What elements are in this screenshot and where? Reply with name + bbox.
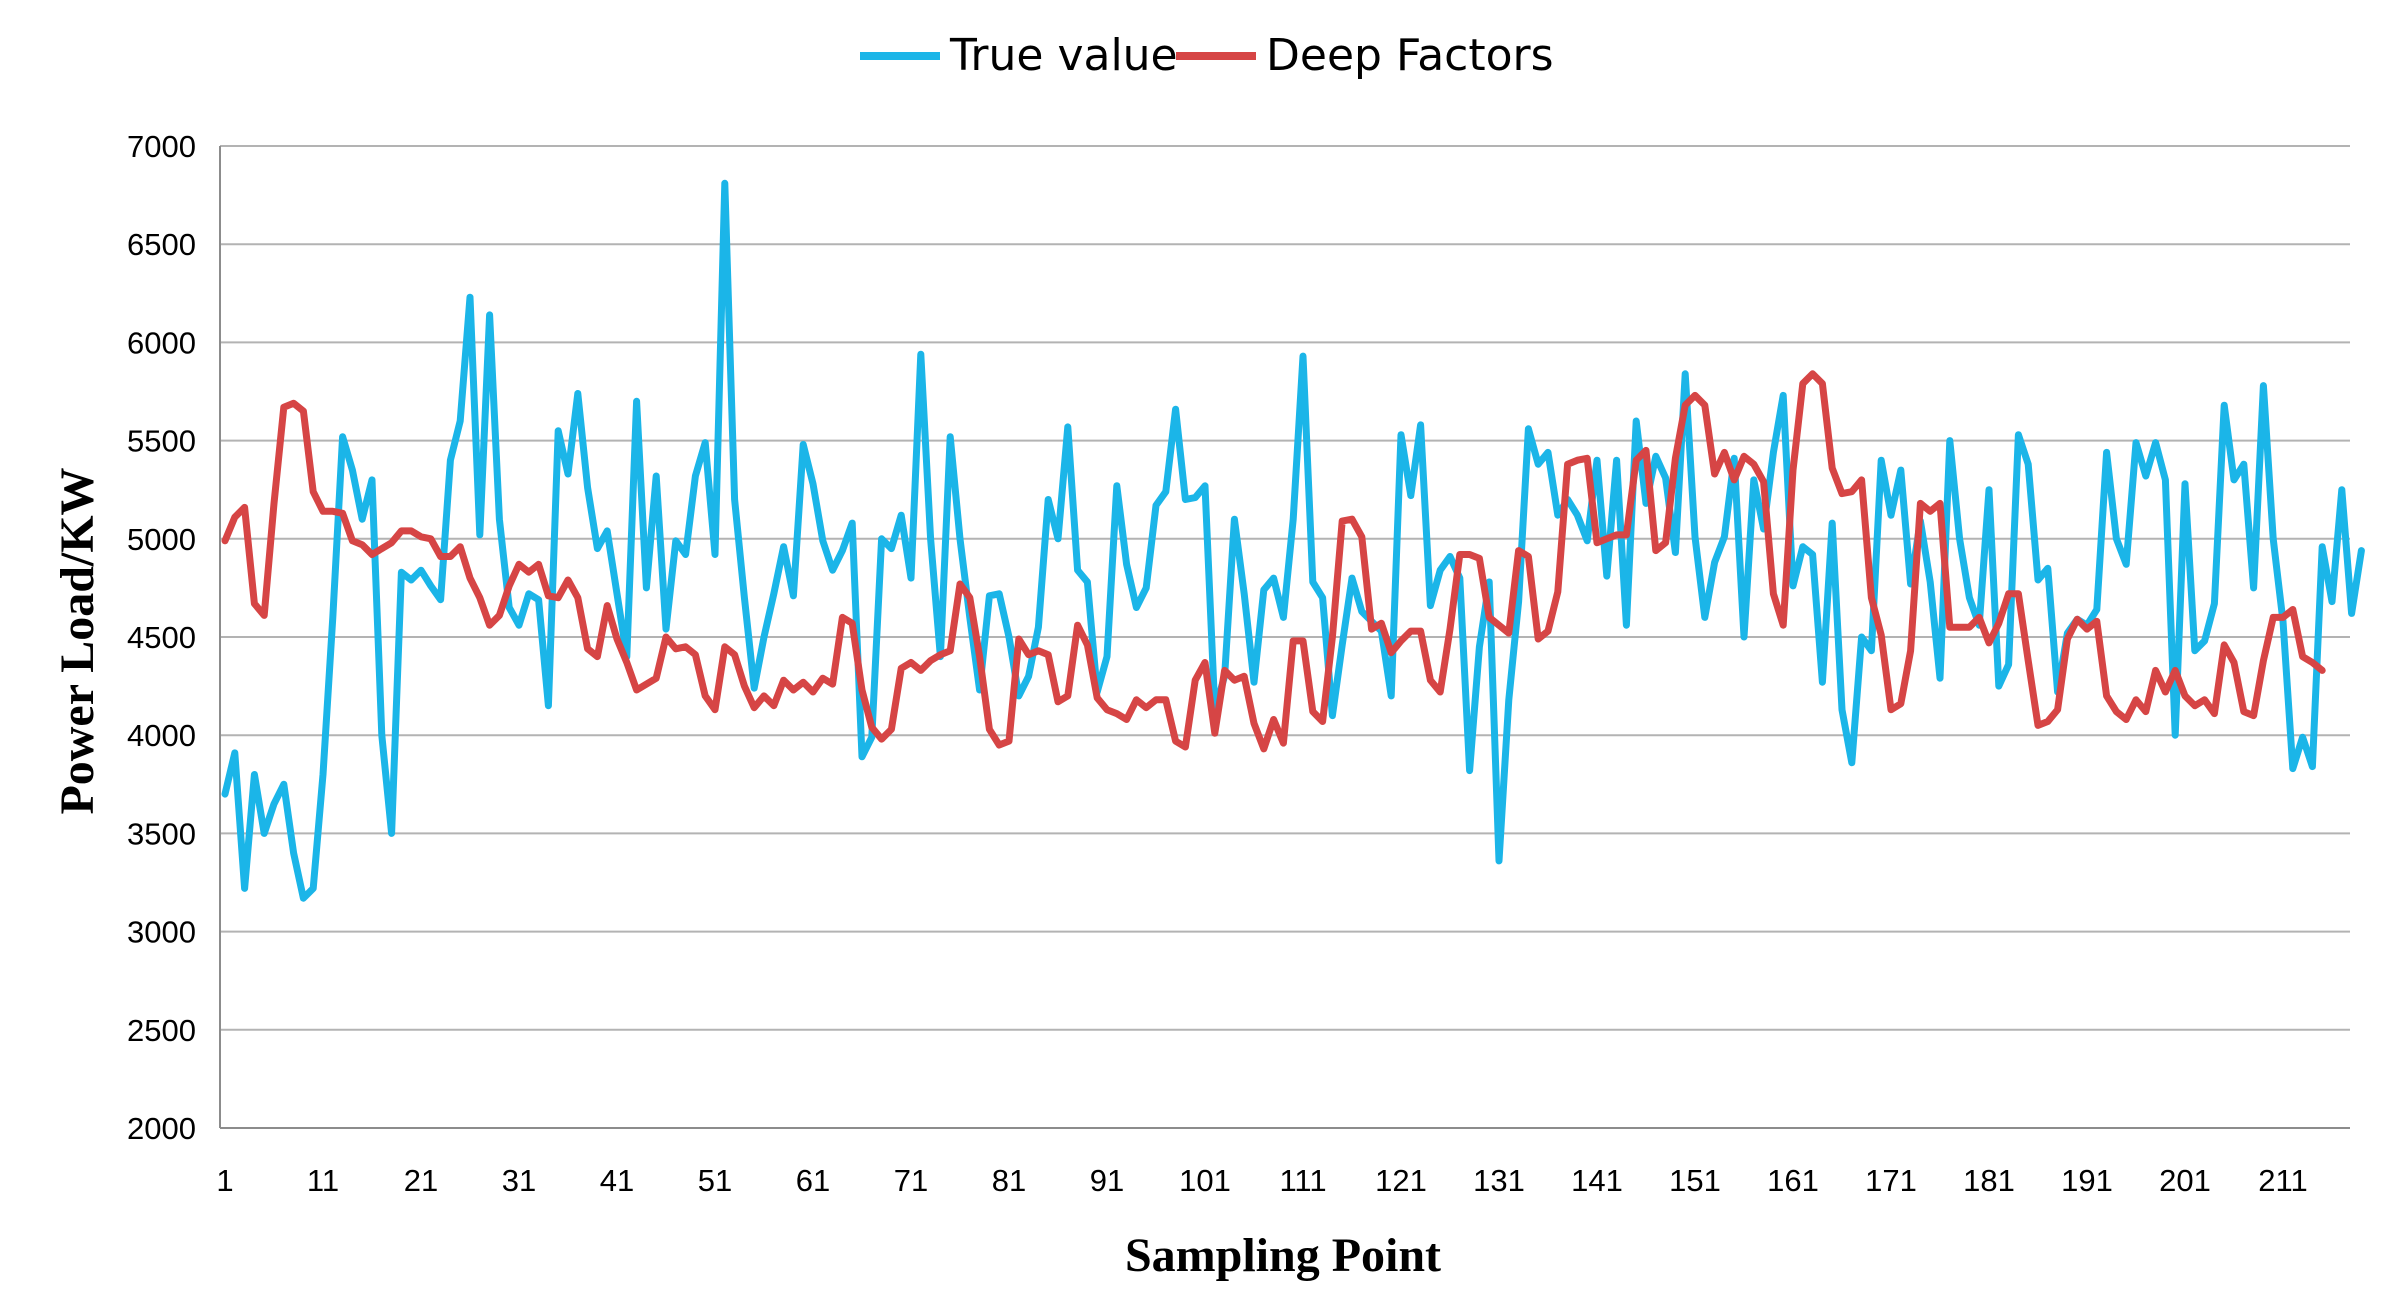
x-tick-label-71: 71: [894, 1163, 928, 1198]
legend: True value Deep Factors: [860, 30, 1554, 81]
y-axis-tick-labels: 2000 2500 3000 3500 4000 4500 5000 5500 6000 6500…: [127, 129, 196, 1146]
x-tick-label-31: 31: [502, 1163, 536, 1198]
x-tick-label-191: 191: [2061, 1163, 2113, 1198]
y-tick-label-4000: 4000: [127, 718, 196, 753]
x-tick-label-201: 201: [2159, 1163, 2211, 1198]
x-tick-label-41: 41: [600, 1163, 634, 1198]
x-tick-label-1: 1: [216, 1163, 233, 1198]
x-tick-label-111: 111: [1279, 1163, 1326, 1198]
x-tick-label-181: 181: [1963, 1163, 2015, 1198]
x-tick-label-121: 121: [1375, 1163, 1427, 1198]
y-axis-title: Power Load/KW: [51, 467, 104, 814]
x-tick-label-81: 81: [992, 1163, 1026, 1198]
x-tick-label-161: 161: [1767, 1163, 1819, 1198]
y-tick-label-6000: 6000: [127, 325, 196, 360]
x-tick-label-131: 131: [1473, 1163, 1525, 1198]
x-axis-title: Sampling Point: [1125, 1229, 1441, 1282]
legend-label-true-value: True value: [949, 30, 1178, 81]
x-tick-label-91: 91: [1090, 1163, 1124, 1198]
y-tick-label-6500: 6500: [127, 227, 196, 262]
x-tick-label-11: 11: [307, 1163, 339, 1198]
x-tick-label-51: 51: [698, 1163, 732, 1198]
y-tick-label-5000: 5000: [127, 522, 196, 557]
gridlines: [219, 145, 2350, 1129]
series-line-deep-factors: [221, 370, 2326, 753]
x-tick-label-151: 151: [1669, 1163, 1721, 1198]
y-tick-label-3000: 3000: [127, 915, 196, 950]
y-tick-label-3500: 3500: [127, 816, 196, 851]
y-tick-label-7000: 7000: [127, 129, 196, 164]
x-tick-label-101: 101: [1179, 1163, 1231, 1198]
series-line-true-value: [221, 179, 2365, 902]
x-tick-label-211: 211: [2258, 1163, 2307, 1198]
x-tick-label-141: 141: [1571, 1163, 1623, 1198]
series-lines: [221, 179, 2365, 902]
legend-label-deep-factors: Deep Factors: [1266, 30, 1554, 81]
x-axis-tick-labels: 1 11 21 31 41 51 61 71 81 91 101 111 121 131 141 151 161…: [216, 1163, 2307, 1198]
y-tick-label-2500: 2500: [127, 1013, 196, 1048]
x-tick-label-61: 61: [796, 1163, 830, 1198]
x-tick-label-21: 21: [404, 1163, 438, 1198]
y-tick-label-2000: 2000: [127, 1111, 196, 1146]
y-tick-label-4500: 4500: [127, 620, 196, 655]
y-tick-label-5500: 5500: [127, 424, 196, 459]
x-tick-label-171: 171: [1865, 1163, 1917, 1198]
